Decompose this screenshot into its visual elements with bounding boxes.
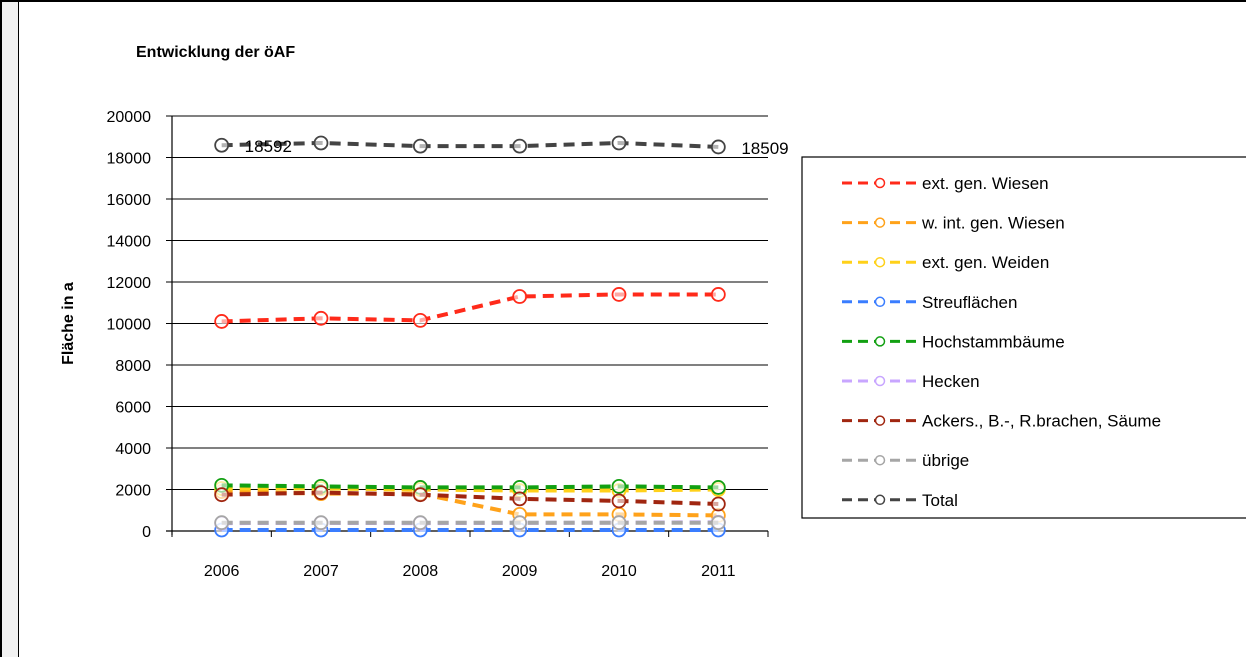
frame-inner-border xyxy=(18,0,19,657)
data-point xyxy=(710,515,726,531)
legend-swatch-marker xyxy=(874,415,886,426)
axes: 0 2000 4000 6000 8000 10000 12000 14000 16000 180… xyxy=(107,109,769,580)
x-tick-label: 2009 xyxy=(502,563,538,580)
y-tick-label: 12000 xyxy=(107,275,152,292)
data-point xyxy=(611,287,627,302)
data-point xyxy=(412,312,428,328)
data-point xyxy=(710,139,726,155)
x-tick-label: 2011 xyxy=(701,563,736,580)
legend-label: ext. gen. Wiesen xyxy=(922,174,1049,193)
y-tick-label: 0 xyxy=(142,524,151,541)
y-tick-label: 14000 xyxy=(107,234,152,251)
y-tick-label: 20000 xyxy=(107,109,152,126)
data-point xyxy=(412,515,428,531)
data-point xyxy=(710,480,726,495)
data-point xyxy=(412,487,428,503)
data-point xyxy=(512,491,528,507)
data-point xyxy=(611,135,627,151)
data-point xyxy=(611,478,627,494)
series-lines xyxy=(214,135,726,538)
legend-item: Hochstammbäume xyxy=(842,332,1065,351)
y-tick-label: 10000 xyxy=(107,317,152,334)
legend-item: ext. gen. Wiesen xyxy=(842,174,1049,193)
data-point xyxy=(214,515,230,531)
y-tick-label: 18000 xyxy=(107,151,152,168)
frame-margin xyxy=(2,0,18,657)
y-tick-label: 6000 xyxy=(115,400,151,417)
data-point xyxy=(313,310,329,326)
legend-item: ext. gen. Weiden xyxy=(842,253,1049,272)
frame-top-border xyxy=(0,0,1246,2)
legend-label: w. int. gen. Wiesen xyxy=(921,214,1065,233)
data-point xyxy=(214,314,230,329)
data-point xyxy=(512,138,528,154)
legend-label: Total xyxy=(922,491,958,510)
series-line xyxy=(221,292,719,324)
series-line xyxy=(221,486,719,493)
data-point xyxy=(412,138,428,154)
data-point xyxy=(313,485,329,501)
legend-label: übrige xyxy=(922,451,969,470)
data-point xyxy=(313,135,329,151)
series-übrige xyxy=(214,515,726,531)
y-tick-label: 2000 xyxy=(115,483,151,500)
legend-label: Streuflächen xyxy=(922,293,1017,312)
data-point xyxy=(214,487,230,503)
y-tick-label: 4000 xyxy=(115,441,151,458)
data-point xyxy=(512,289,528,304)
legend-item: Hecken xyxy=(842,372,980,391)
x-tick-label: 2010 xyxy=(601,563,637,580)
data-label: 18509 xyxy=(741,139,788,158)
legend-item: übrige xyxy=(842,451,969,470)
x-tick-label: 2007 xyxy=(303,563,339,580)
series-line xyxy=(221,140,719,149)
legend: ext. gen. Wiesen w. int. gen. Wiesen ext. … xyxy=(801,156,1246,519)
legend-label: Hecken xyxy=(922,372,980,391)
gridlines xyxy=(172,115,768,490)
legend-swatch-marker xyxy=(874,336,886,347)
legend-label: ext. gen. Weiden xyxy=(922,253,1049,272)
series-hochstammbäume xyxy=(214,477,726,495)
y-tick-label: 8000 xyxy=(115,358,151,375)
series-w-int-gen-wiesen xyxy=(214,484,726,523)
legend-swatch-marker xyxy=(874,375,886,387)
x-tick-label: 2006 xyxy=(204,563,240,580)
series-ackers-b-r-brachen-säume xyxy=(214,485,726,512)
legend-swatch-marker xyxy=(874,454,886,466)
data-label: 18592 xyxy=(245,137,292,156)
data-point xyxy=(512,515,528,531)
legend-item: w. int. gen. Wiesen xyxy=(842,214,1065,233)
legend-swatch-marker xyxy=(874,494,886,506)
series-hecken xyxy=(214,514,726,531)
legend-item: Total xyxy=(842,491,958,510)
y-tick-label: 16000 xyxy=(107,192,152,209)
series-ext-gen-wiesen xyxy=(214,287,726,329)
data-point xyxy=(710,496,726,512)
series-line xyxy=(221,490,719,507)
legend-label: Ackers., B.-, R.brachen, Säume xyxy=(922,412,1161,431)
data-labels: 18592 18509 xyxy=(245,137,789,158)
legend-swatch-marker xyxy=(874,177,886,189)
x-tick-label: 2008 xyxy=(403,563,439,580)
series-total xyxy=(214,135,726,155)
y-axis-label: Fläche in a xyxy=(60,282,77,365)
legend-swatch-marker xyxy=(874,296,886,308)
data-point xyxy=(313,515,329,531)
chart-title: Entwicklung der öAF xyxy=(136,44,295,61)
data-point xyxy=(611,515,627,531)
data-point xyxy=(611,493,627,509)
legend-label: Hochstammbäume xyxy=(922,332,1065,351)
legend-swatch-marker xyxy=(874,217,886,228)
series-line xyxy=(221,483,719,490)
legend-swatch-marker xyxy=(874,256,886,268)
data-point xyxy=(710,287,726,302)
frame-left-border xyxy=(0,0,2,657)
data-point xyxy=(214,137,230,153)
legend-item: Streuflächen xyxy=(842,293,1017,312)
legend-item: Ackers., B.-, R.brachen, Säume xyxy=(842,412,1161,431)
